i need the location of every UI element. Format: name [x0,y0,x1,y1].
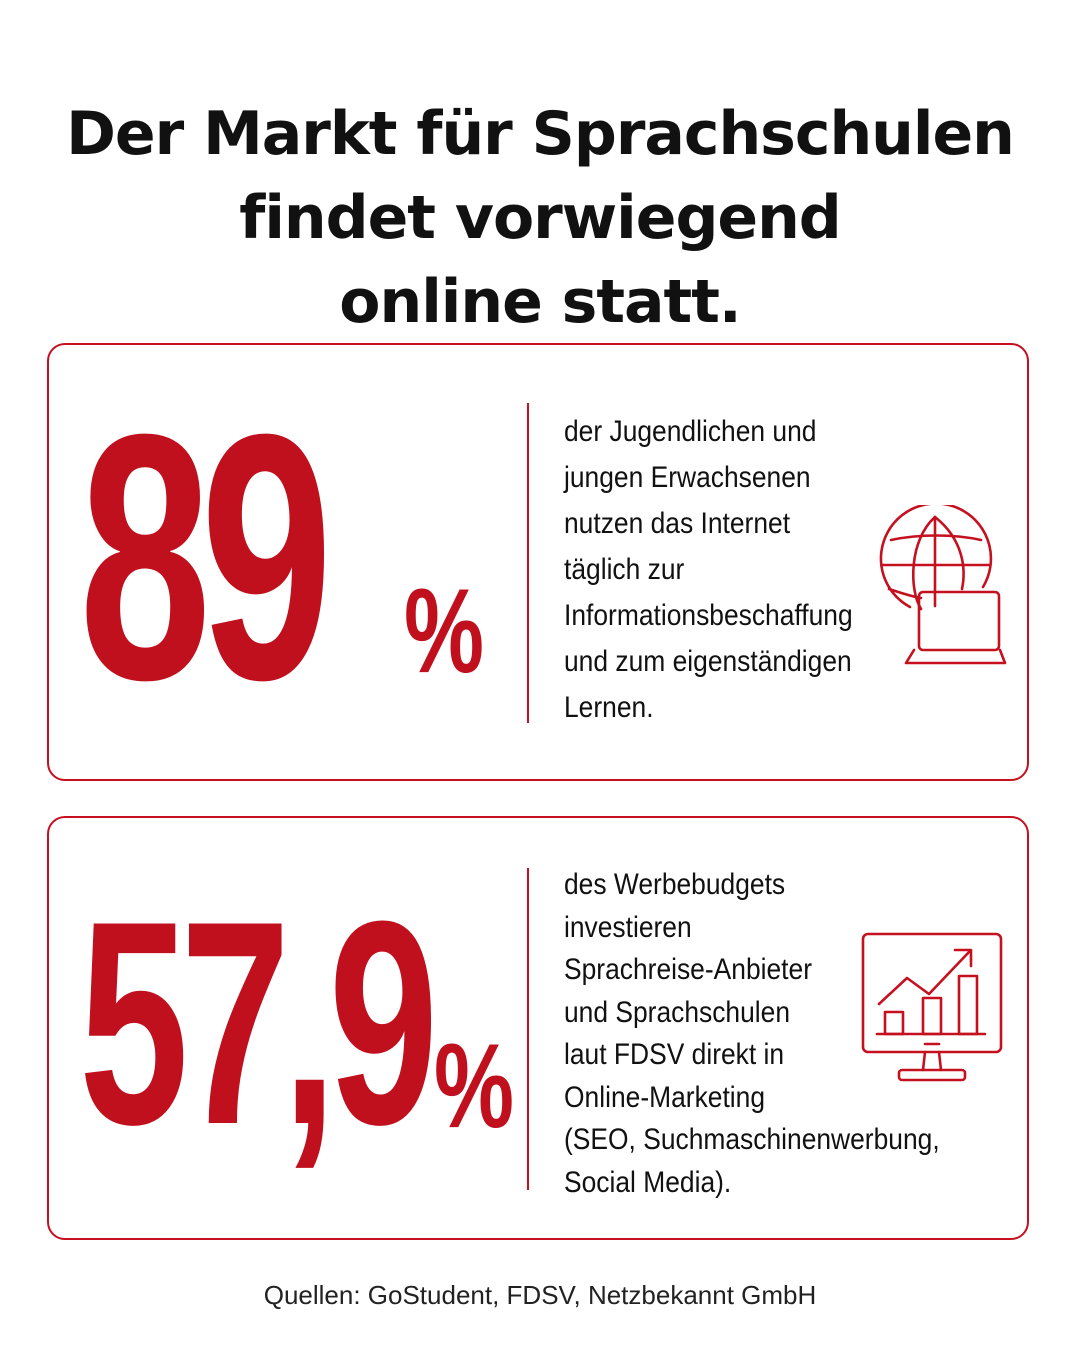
stat-description-line: Sprachreise-Anbieter [564,953,812,986]
stat-description-line: investieren [564,910,692,944]
source-note: Quellen: GoStudent, FDSV, Netzbekannt Gm… [263,1280,817,1310]
stat-description-line: nutzen das Internet [564,507,791,540]
stat-divider [527,403,529,723]
stat-description-line: jungen Erwachsenen [564,461,811,494]
stat-description-line: Informationsbeschaffung [564,599,853,632]
stat-card-ad-budget: 57,9 % des Werbebudgets investieren Spra… [47,816,1029,1240]
stat-description-line: und Sprachschulen [564,995,791,1029]
stat-description-line: laut FDSV direkt in [564,1038,785,1071]
stat-description-line: Online-Marketing [564,1080,766,1114]
monitor-growth-chart-icon [861,932,1003,1082]
title-line: findet vorwiegend [239,183,842,254]
stat-description: der Jugendlichen und jungen Erwachsenen … [564,409,853,731]
stat-description-line: der Jugendlichen und [564,415,817,448]
stat-unit: % [404,564,485,698]
stat-description: des Werbebudgets investieren Sprachreise… [564,864,940,1204]
title-line: Der Markt für Sprachschulen [66,99,1015,170]
stat-value: 57,9 [79,861,438,1185]
page-title: Der Markt für Sprachschulen findet vorwi… [60,92,1020,344]
stat-description-line: und zum eigenständigen [564,645,852,678]
stat-description-line: Lernen. [564,691,654,724]
stat-description-line: (SEO, Suchmaschinenwerbung, [564,1123,940,1156]
stat-description-line: des Werbebudgets [564,868,786,901]
globe-laptop-icon [879,505,1007,665]
stat-divider [527,868,529,1190]
title-line: online statt. [339,267,741,338]
stat-unit: % [434,1019,515,1153]
stat-description-line: täglich zur [564,553,685,586]
stat-description-line: Social Media). [564,1165,732,1199]
stat-card-internet-usage: 89 % der Jugendlichen und jungen Erwachs… [47,343,1029,781]
stat-value: 89 [79,362,333,753]
